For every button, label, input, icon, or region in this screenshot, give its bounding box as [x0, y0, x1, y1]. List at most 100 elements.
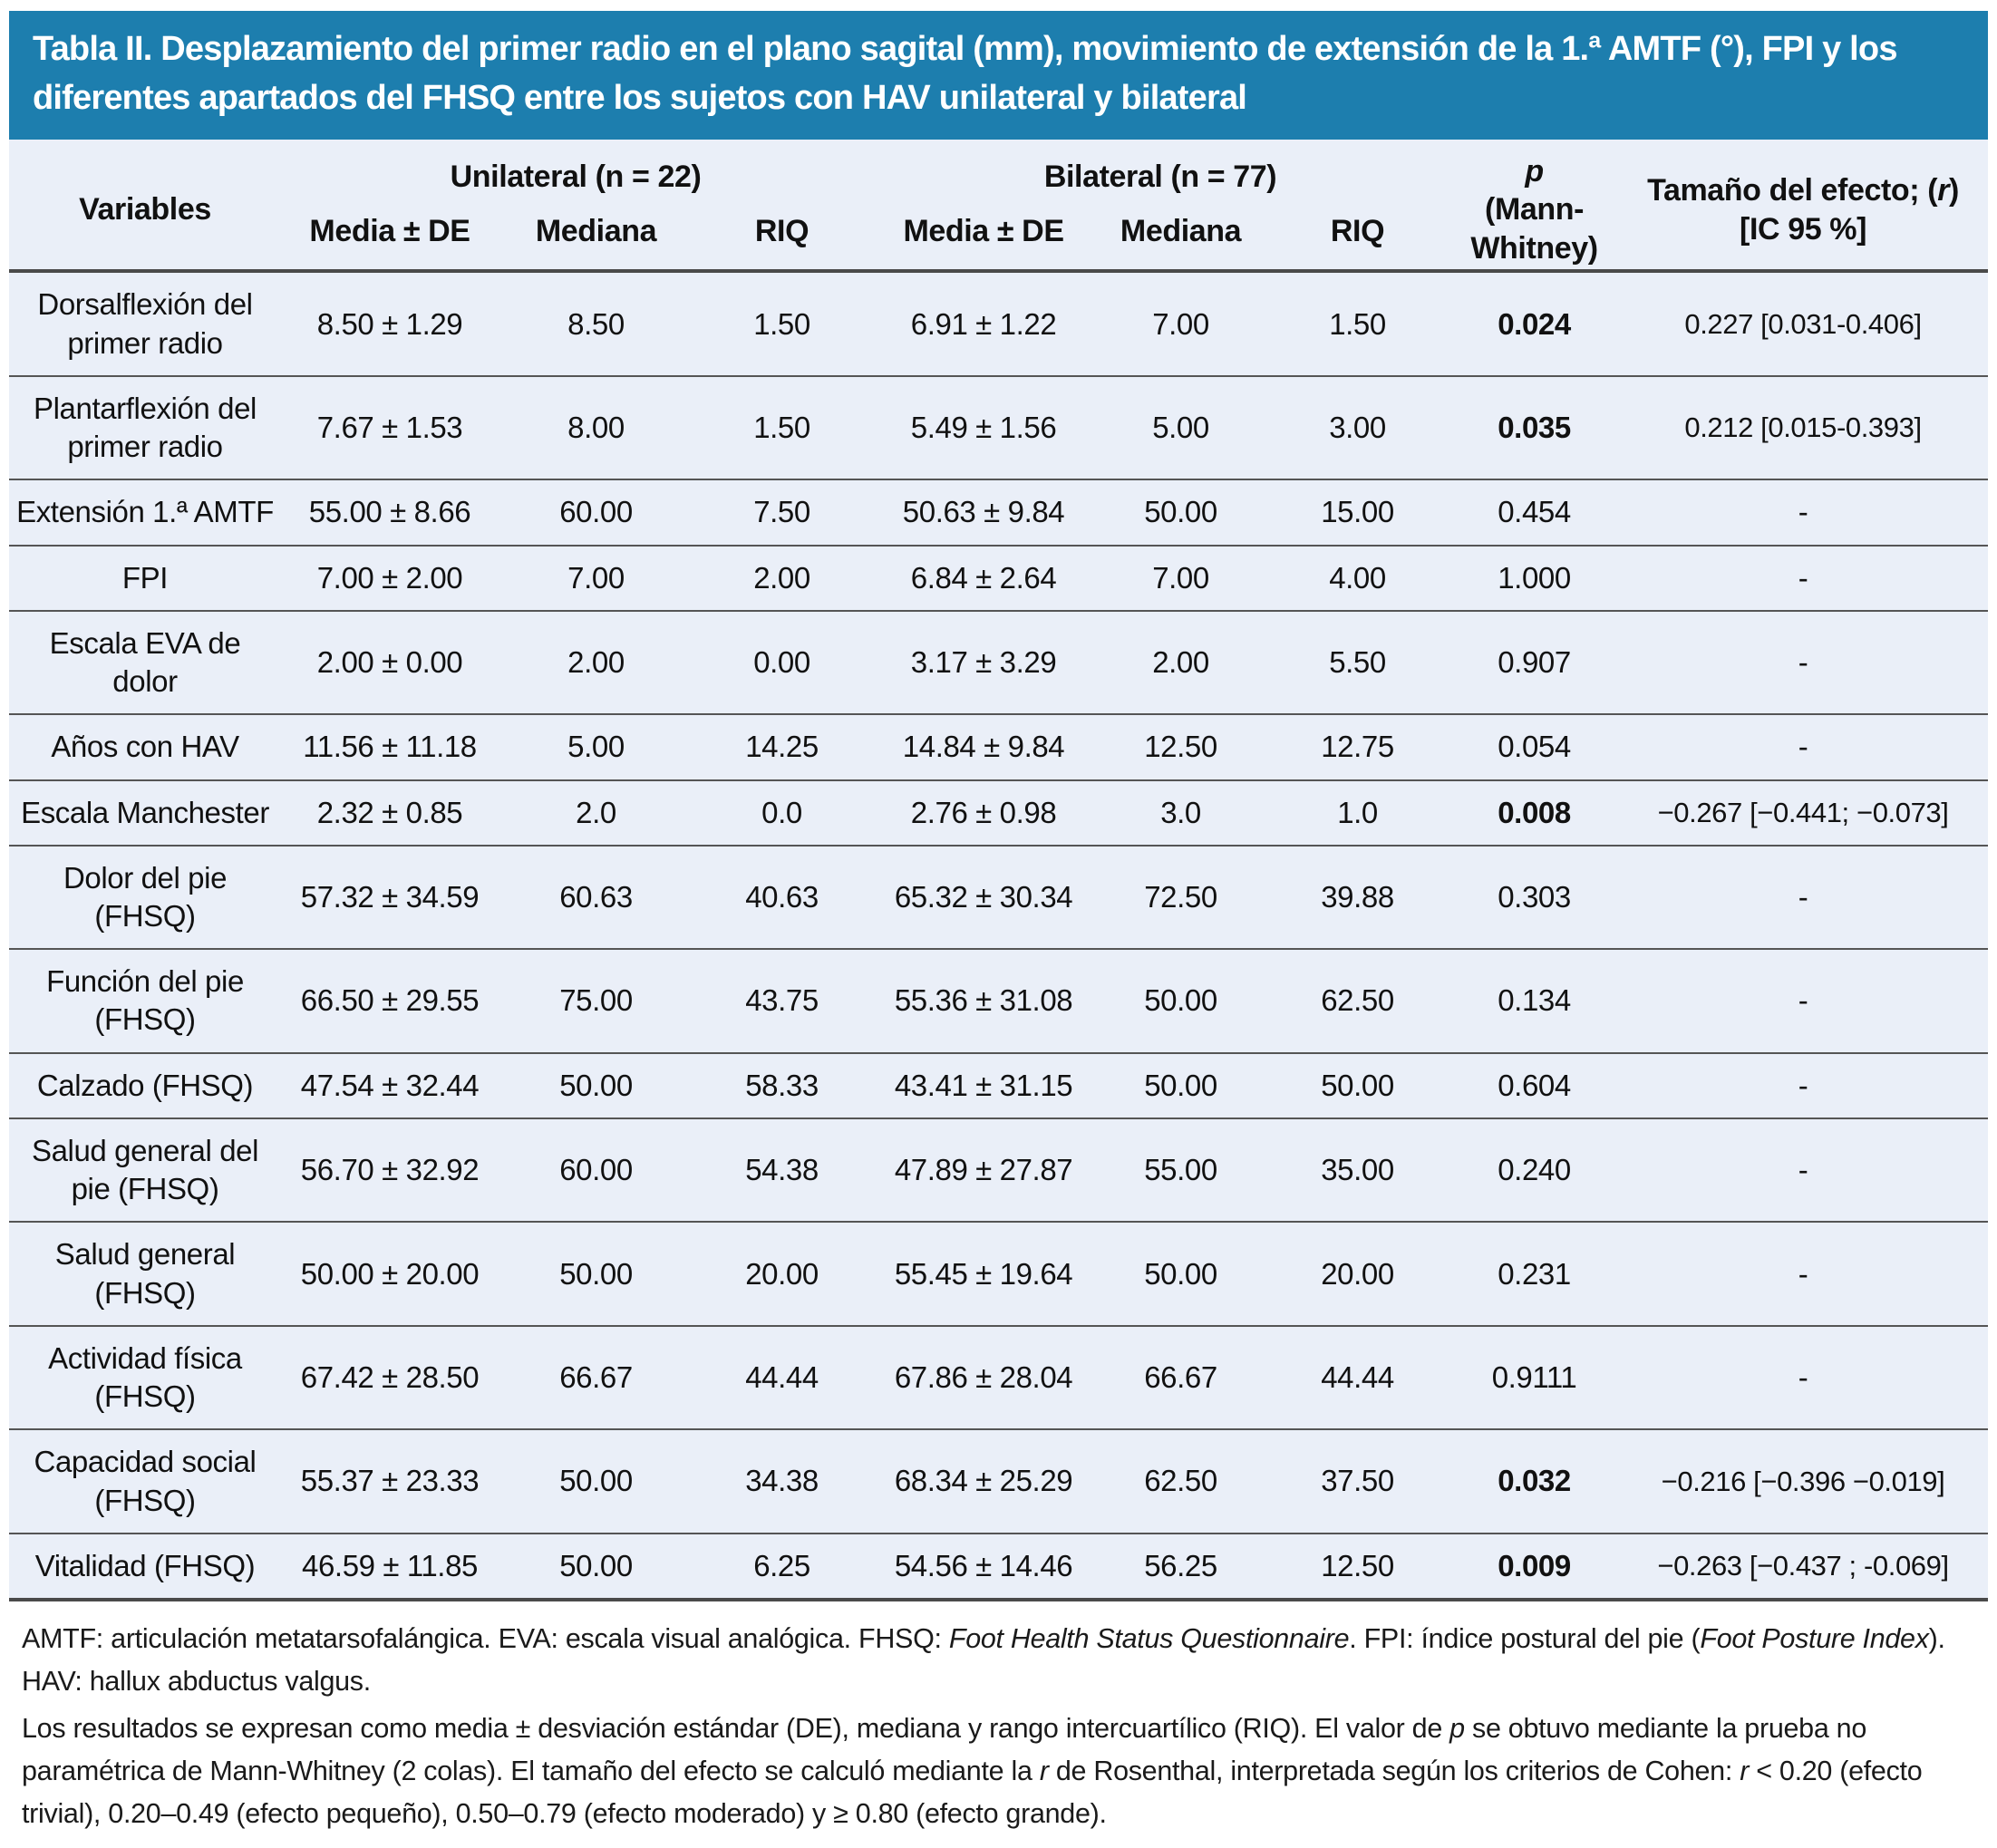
cell-bilateral-riq: 62.50 [1265, 948, 1451, 1053]
cell-bilateral-media-de: 2.76 ± 0.98 [870, 779, 1098, 846]
cell-unilateral-media-de: 67.42 ± 28.50 [281, 1324, 499, 1430]
table-row: Calzado (FHSQ) 47.54 ± 32.44 50.00 58.33 43.… [9, 1051, 1989, 1118]
cell-bilateral-mediana: 50.00 [1097, 1051, 1265, 1118]
row-variable-label: Función del pie (FHSQ) [9, 948, 281, 1053]
table-row: Dolor del pie (FHSQ) 57.32 ± 34.59 60.63 40… [9, 844, 1989, 950]
cell-unilateral-media-de: 56.70 ± 32.92 [281, 1117, 499, 1223]
cell-p-value: 0.907 [1450, 609, 1619, 715]
cell-bilateral-mediana: 7.00 [1097, 544, 1265, 611]
cell-bilateral-media-de: 54.56 ± 14.46 [870, 1532, 1098, 1601]
table-row: Escala EVA de dolor 2.00 ± 0.00 2.00 0.00 3.… [9, 609, 1989, 715]
cell-bilateral-media-de: 5.49 ± 1.56 [870, 374, 1098, 480]
table-header: Variables Unilateral (n = 22) Bilateral … [9, 139, 1989, 274]
cell-effect-size: −0.267 [−0.441; −0.073] [1618, 779, 1989, 846]
cell-unilateral-riq: 34.38 [693, 1428, 871, 1534]
cell-unilateral-media-de: 2.00 ± 0.00 [281, 609, 499, 715]
cell-bilateral-media-de: 55.45 ± 19.64 [870, 1221, 1098, 1326]
cell-unilateral-media-de: 2.32 ± 0.85 [281, 779, 499, 846]
row-variable-label: FPI [9, 544, 281, 611]
row-variable-label: Escala EVA de dolor [9, 609, 281, 715]
cell-unilateral-riq: 40.63 [693, 844, 871, 950]
row-variable-label: Capacidad social (FHSQ) [9, 1428, 281, 1534]
cell-unilateral-riq: 20.00 [693, 1221, 871, 1326]
results-table: Variables Unilateral (n = 22) Bilateral … [9, 139, 1989, 1602]
cell-unilateral-mediana: 66.67 [499, 1324, 693, 1430]
cell-unilateral-riq: 44.44 [693, 1324, 871, 1430]
cell-bilateral-riq: 4.00 [1265, 544, 1451, 611]
column-header-effect-size: Tamaño del efecto; (r) [IC 95 %] [1618, 139, 1989, 274]
cell-p-value: 0.9111 [1450, 1324, 1619, 1430]
cell-bilateral-mediana: 7.00 [1152, 306, 1209, 341]
column-header-bilateral-riq: RIQ [1265, 204, 1451, 274]
cell-effect-size: - [1618, 1324, 1989, 1430]
row-variable-label: Extensión 1.ª AMTF [9, 479, 281, 546]
cell-bilateral-mediana: 56.25 [1097, 1532, 1265, 1601]
cell-unilateral-media-de: 57.32 ± 34.59 [281, 844, 499, 950]
cell-bilateral-mediana: 62.50 [1097, 1428, 1265, 1534]
table-row: Vitalidad (FHSQ) 46.59 ± 11.85 50.00 6.25 54… [9, 1532, 1989, 1601]
row-variable-label: Salud general del pie (FHSQ) [9, 1117, 281, 1223]
cell-unilateral-media-de: 7.67 ± 1.53 [281, 374, 499, 480]
cell-p-value: 0.009 [1450, 1532, 1619, 1601]
cell-unilateral-mediana: 50.00 [499, 1532, 693, 1601]
cell-unilateral-riq: 7.50 [693, 479, 871, 546]
table-title: Tabla II. Desplazamiento del primer radi… [9, 11, 1988, 140]
effect-size-ci-label: [IC 95 %] [1740, 211, 1867, 247]
table-row: Escala Manchester 2.32 ± 0.85 2.0 0.0 2.76 ±… [9, 779, 1989, 846]
cell-bilateral-riq: 15.00 [1265, 479, 1451, 546]
cell-unilateral-media-de: 55.00 ± 8.66 [281, 479, 499, 546]
cell-bilateral-mediana: 5.00 [1097, 374, 1265, 480]
cell-unilateral-riq: 0.00 [693, 609, 871, 715]
cell-p-value: 0.231 [1450, 1221, 1619, 1326]
cell-unilateral-riq: 1.50 [753, 306, 810, 341]
cell-bilateral-media-de: 14.84 ± 9.84 [870, 713, 1098, 780]
cell-bilateral-media-de: 6.91 ± 1.22 [910, 306, 1057, 341]
column-group-unilateral: Unilateral (n = 22) [450, 160, 702, 195]
cell-bilateral-riq: 1.0 [1265, 779, 1451, 846]
cell-unilateral-mediana: 8.50 [567, 306, 625, 341]
cell-bilateral-riq: 39.88 [1265, 844, 1451, 950]
cell-unilateral-mediana: 60.63 [499, 844, 693, 950]
cell-bilateral-mediana: 72.50 [1097, 844, 1265, 950]
cell-bilateral-media-de: 47.89 ± 27.87 [870, 1117, 1098, 1223]
row-variable-label: Actividad física (FHSQ) [9, 1324, 281, 1430]
column-header-unilateral-mediana: Mediana [499, 204, 693, 274]
row-variable-label: Plantarflexión del primer radio [9, 374, 281, 480]
cell-bilateral-riq: 35.00 [1265, 1117, 1451, 1223]
cell-bilateral-riq: 20.00 [1265, 1221, 1451, 1326]
row-variable-label: Dolor del pie (FHSQ) [9, 844, 281, 950]
cell-bilateral-media-de: 50.63 ± 9.84 [870, 479, 1098, 546]
cell-unilateral-mediana: 7.00 [499, 544, 693, 611]
cell-bilateral-riq: 1.50 [1329, 306, 1386, 341]
cell-bilateral-mediana: 12.50 [1097, 713, 1265, 780]
cell-p-value: 0.032 [1450, 1428, 1619, 1534]
cell-bilateral-media-de: 65.32 ± 30.34 [870, 844, 1098, 950]
cell-p-value: 0.024 [1498, 306, 1571, 341]
cell-p-value: 0.134 [1450, 948, 1619, 1053]
cell-p-value: 0.604 [1450, 1051, 1619, 1118]
cell-effect-size: - [1618, 1117, 1989, 1223]
cell-p-value: 0.035 [1450, 374, 1619, 480]
table-row: Función del pie (FHSQ) 66.50 ± 29.55 75.00… [9, 948, 1989, 1053]
cell-unilateral-riq: 43.75 [693, 948, 871, 1053]
table-row: Salud general del pie (FHSQ) 56.70 ± 32.9… [9, 1117, 1989, 1223]
cell-unilateral-riq: 0.0 [693, 779, 871, 846]
column-header-bilateral-mediana: Mediana [1097, 204, 1265, 274]
cell-unilateral-mediana: 50.00 [499, 1428, 693, 1534]
cell-p-value: 0.054 [1450, 713, 1619, 780]
cell-bilateral-media-de: 6.84 ± 2.64 [870, 544, 1098, 611]
cell-unilateral-riq: 6.25 [693, 1532, 871, 1601]
cell-bilateral-media-de: 43.41 ± 31.15 [870, 1051, 1098, 1118]
cell-bilateral-mediana: 3.0 [1097, 779, 1265, 846]
table-row: Dorsalflexión del primer radio 8.50 ± 1.2… [9, 271, 1988, 375]
row-variable-label: Dorsalflexión del primer radio [37, 287, 253, 360]
cell-bilateral-riq: 12.50 [1265, 1532, 1451, 1601]
cell-unilateral-mediana: 2.0 [499, 779, 693, 846]
cell-unilateral-riq: 2.00 [693, 544, 871, 611]
footnote-methods: Los resultados se expresan como media ± … [22, 1712, 1923, 1830]
table-row: Actividad física (FHSQ) 67.42 ± 28.50 66.6… [9, 1324, 1989, 1430]
cell-unilateral-media-de: 7.00 ± 2.00 [281, 544, 499, 611]
row-variable-label: Vitalidad (FHSQ) [9, 1532, 281, 1601]
cell-unilateral-riq: 1.50 [693, 374, 871, 480]
cell-bilateral-riq: 3.00 [1265, 374, 1451, 480]
